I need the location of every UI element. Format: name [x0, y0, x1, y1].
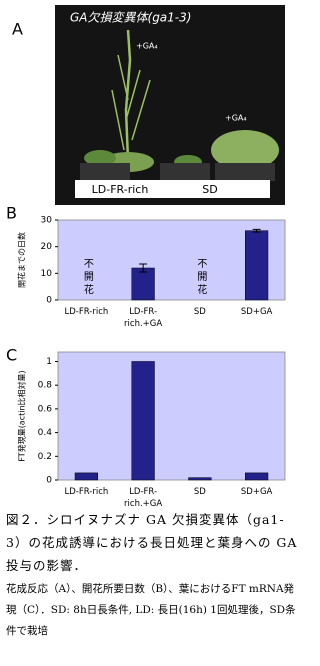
bar	[131, 361, 155, 481]
y-axis-label: 開花までの日数	[17, 232, 27, 288]
bar	[245, 472, 269, 481]
panel-label: A	[12, 20, 23, 39]
x-tick-label: SD+GA	[240, 307, 273, 317]
panel-label: C	[6, 346, 17, 365]
bar	[245, 230, 269, 301]
x-tick-label: LD-FR-rich	[64, 307, 109, 317]
y-axis-label: FT発現量(actin比相対量)	[17, 370, 27, 461]
x-tick-label: LD-FR-rich	[64, 487, 109, 497]
y-tick-label: 10	[41, 269, 53, 279]
plot-area	[57, 351, 286, 481]
photo: GA欠損変異体(ga1-3) +GA₄ +GA₄ LD-FR-rich SD	[55, 5, 285, 205]
x-tick-label: SD	[193, 487, 206, 497]
y-tick-label: 0.8	[38, 381, 53, 391]
y-tick-label: 20	[41, 242, 53, 252]
bar	[74, 472, 98, 481]
y-tick-label: 0	[46, 476, 52, 486]
x-tick-label: LD-FR-rich.+GA	[124, 307, 163, 329]
annotation: 不開花	[81, 258, 93, 297]
caption-body: 花成反応（A）、開花所要日数（B）、葉におけるFT mRNA発現（C）．SD: …	[6, 583, 296, 637]
annotation: 不開花	[194, 258, 206, 297]
y-tick-label: 0.6	[38, 404, 53, 414]
y-tick-label: 30	[41, 216, 53, 226]
bar	[188, 477, 212, 481]
condition-label: LD-FR-rich	[92, 183, 149, 196]
condition-label: SD	[202, 183, 217, 196]
error-bar	[252, 228, 261, 233]
y-tick-label: 1	[46, 357, 52, 367]
figure: A B C GA欠損変異体(ga1-3) +GA₄ +GA₄ LD-FR-ric…	[6, 5, 300, 642]
x-tick-label: SD	[193, 307, 206, 317]
treatment-label: +GA₄	[136, 42, 158, 51]
x-tick-label: LD-FR-rich.+GA	[124, 487, 163, 509]
y-tick-label: 0	[46, 296, 52, 306]
photo-title: GA欠損変異体(ga1-3)	[70, 11, 191, 25]
y-tick-label: 0.2	[38, 452, 52, 462]
treatment-label: +GA₄	[225, 114, 247, 123]
caption-title: 図２．シロイヌナズナ GA 欠損変異体（ga1-3）の花成誘導における長日処理と…	[6, 512, 298, 573]
y-tick-label: 0.4	[38, 428, 53, 438]
x-tick-label: SD+GA	[240, 487, 273, 497]
caption: 図２．シロイヌナズナ GA 欠損変異体（ga1-3）の花成誘導における長日処理と…	[6, 508, 300, 642]
figure-svg: A B C GA欠損変異体(ga1-3) +GA₄ +GA₄ LD-FR-ric…	[6, 5, 286, 486]
bar	[131, 267, 155, 301]
panel-label: B	[6, 204, 17, 223]
error-bar	[139, 263, 148, 273]
